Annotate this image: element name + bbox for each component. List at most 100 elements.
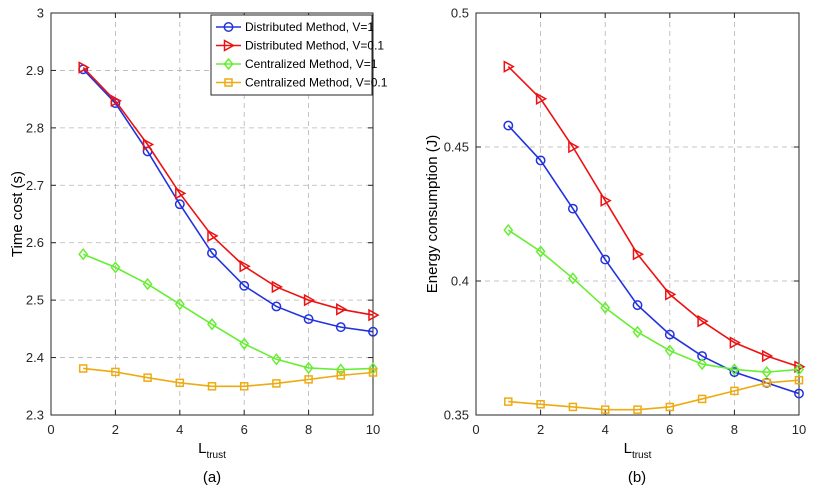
legend-label: Distributed Method, V=1 xyxy=(245,20,374,34)
chart-time-cost: 0 2 4 6 8 10 2.3 2.4 2.5 2.6 2.7 2.8 2.9 3 Time cost (… xyxy=(9,6,388,487)
data-point xyxy=(794,375,804,385)
data-point xyxy=(632,300,643,311)
x-tick-label: 0 xyxy=(47,422,54,437)
chart-caption: (a) xyxy=(203,469,221,486)
data-point xyxy=(175,187,187,200)
y-tick-label: 2.7 xyxy=(26,178,44,193)
data-point xyxy=(535,92,548,106)
data-point xyxy=(536,400,545,409)
data-point xyxy=(729,363,740,376)
series-3 xyxy=(78,247,378,376)
data-point xyxy=(535,245,546,258)
data-point xyxy=(729,336,741,349)
legend-label: Centralized Method, V=1 xyxy=(245,57,378,71)
data-point xyxy=(174,297,185,311)
series-line xyxy=(82,253,374,371)
series-2 xyxy=(78,61,380,322)
x-tick-label: 4 xyxy=(602,422,609,437)
series-4 xyxy=(78,364,378,391)
chart-caption: (b) xyxy=(628,469,646,486)
data-point xyxy=(336,303,348,316)
series-1 xyxy=(503,120,804,399)
series-line xyxy=(82,67,374,316)
series-line xyxy=(507,125,800,395)
data-point xyxy=(239,259,251,273)
data-point xyxy=(207,229,219,243)
data-point xyxy=(78,247,89,261)
data-point xyxy=(535,155,546,166)
data-point xyxy=(272,379,281,388)
data-point xyxy=(632,247,645,261)
axes-box xyxy=(50,12,374,416)
data-point xyxy=(697,357,708,371)
y-tick-label: 0.5 xyxy=(451,6,469,21)
y-tick-label: 0.35 xyxy=(444,408,469,423)
legend-marker xyxy=(223,22,234,32)
data-point xyxy=(335,322,346,333)
data-point xyxy=(567,203,578,214)
x-tick-label: 2 xyxy=(112,422,119,437)
data-point xyxy=(110,261,121,274)
data-point xyxy=(762,378,771,388)
data-point xyxy=(697,394,707,404)
grid xyxy=(476,13,799,415)
x-tick-label: 0 xyxy=(472,422,479,437)
y-tick-label: 2.3 xyxy=(26,408,44,423)
data-point xyxy=(303,361,314,375)
data-point xyxy=(111,367,120,377)
series-3 xyxy=(503,223,804,379)
data-point xyxy=(175,378,185,388)
y-tick-label: 2.5 xyxy=(26,293,44,308)
data-point xyxy=(110,94,122,108)
data-point xyxy=(368,326,378,337)
data-point xyxy=(303,314,314,325)
data-point xyxy=(600,405,610,414)
data-point xyxy=(503,120,514,131)
data-point xyxy=(368,362,378,375)
x-tick-label: 8 xyxy=(731,422,738,437)
data-point xyxy=(239,337,250,350)
legend-marker xyxy=(223,57,234,71)
y-tick-label: 2.9 xyxy=(26,63,44,78)
series-line xyxy=(507,66,800,368)
x-tick-label: 4 xyxy=(176,422,183,437)
axes-box xyxy=(475,12,800,416)
data-point xyxy=(207,382,217,391)
y-tick-label: 0.45 xyxy=(444,140,469,155)
series-line xyxy=(82,68,374,333)
data-point xyxy=(271,301,282,312)
data-point xyxy=(336,371,346,380)
data-point xyxy=(368,368,378,377)
x-tick-label: 2 xyxy=(537,422,544,437)
data-point xyxy=(174,199,185,210)
data-point xyxy=(665,402,675,412)
data-point xyxy=(567,272,578,285)
data-point xyxy=(761,365,772,379)
chart-energy-consumption: 0 2 4 6 8 10 0.35 0.4 0.45 0.5 Energy consumption … xyxy=(424,6,806,487)
legend-marker xyxy=(223,39,236,52)
y-tick-label: 0.4 xyxy=(451,274,469,289)
data-point xyxy=(368,308,380,322)
legend-label: Centralized Method, V=0.1 xyxy=(245,76,388,90)
series-line xyxy=(83,367,374,388)
series-2 xyxy=(503,60,806,374)
data-point xyxy=(142,138,155,151)
data-point xyxy=(142,277,153,291)
data-point xyxy=(632,325,643,339)
data-point xyxy=(697,314,709,328)
x-axis-label: Ltrust xyxy=(198,440,226,461)
x-tick-label: 6 xyxy=(666,422,673,437)
data-point xyxy=(239,382,249,391)
x-tick-label: 6 xyxy=(241,422,248,437)
data-point xyxy=(78,364,88,373)
data-point xyxy=(665,288,677,301)
data-point xyxy=(761,349,774,363)
data-point xyxy=(633,405,642,414)
series-1 xyxy=(78,64,378,337)
legend-marker xyxy=(224,78,233,87)
data-point xyxy=(303,293,316,307)
y-tick-label: 2.4 xyxy=(26,350,44,365)
data-point xyxy=(239,280,250,291)
x-tick-label: 10 xyxy=(792,422,806,437)
